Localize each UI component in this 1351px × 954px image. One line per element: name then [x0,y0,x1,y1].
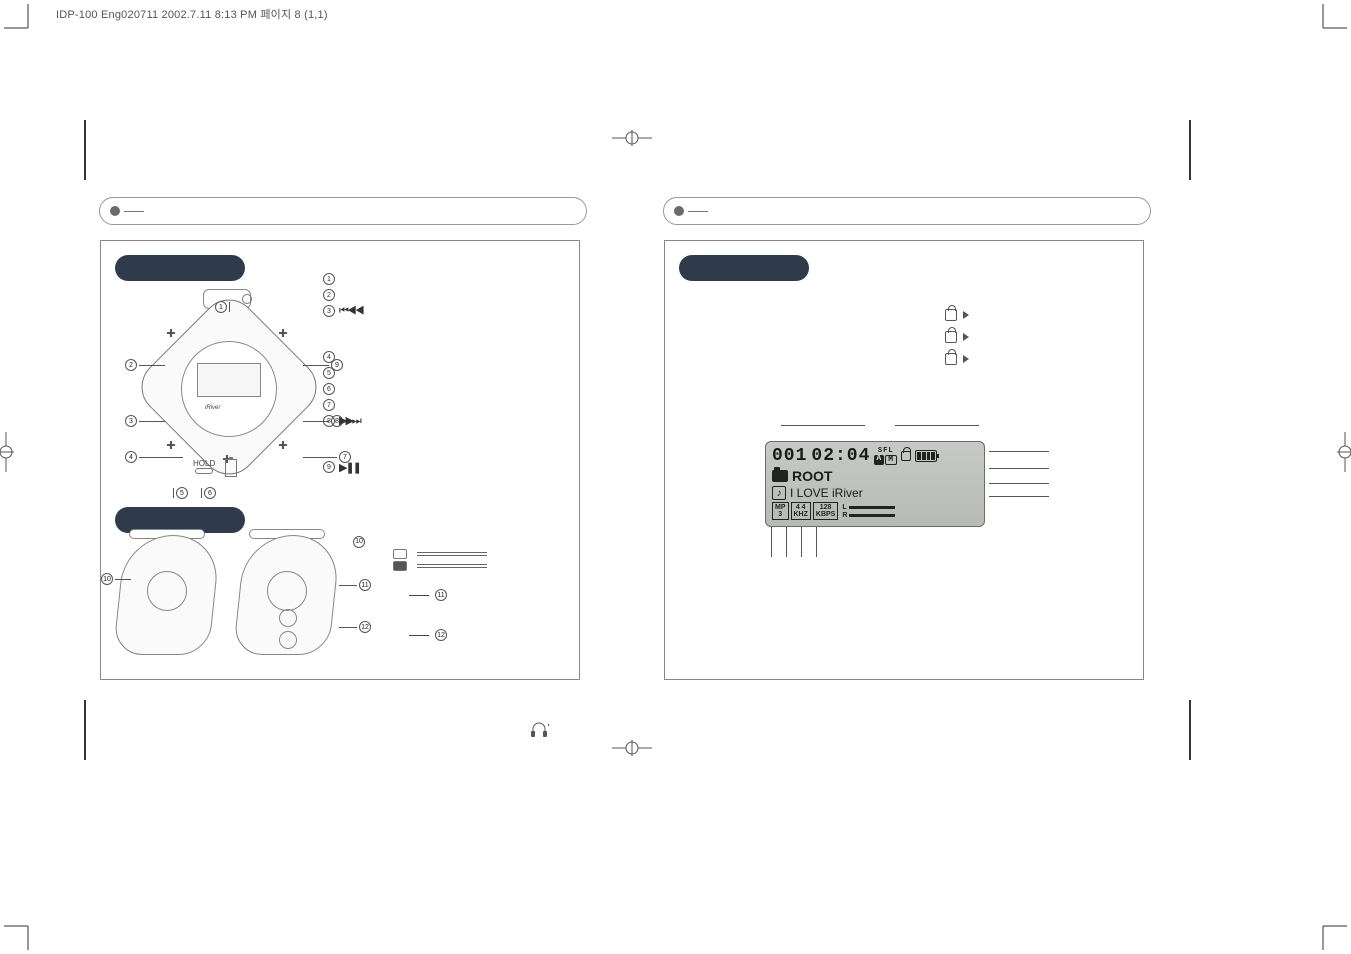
triangle-icon [963,333,969,341]
device-front-diagram: iRiver HOLD 1 2 3 4 5 6 7 8 9 [119,287,319,497]
track-title: I LOVE iRiver [790,486,863,500]
lead-lines [989,441,1049,497]
callout: 6 [201,487,216,499]
callout: 3 [125,415,165,427]
crop-mark [1317,920,1347,950]
track-number: 001 [772,446,807,466]
align-bar [84,700,86,760]
hold-label: HOLD [193,459,215,468]
registration-mark [612,128,652,153]
list-item [945,331,969,343]
callout: 4 [125,451,183,463]
lead-lines [771,527,817,557]
lock-icon [901,451,911,461]
sfl-badge: SFL AM [874,448,897,465]
lock-icon [945,353,957,365]
page-right: 001 02:04 SFL AM ROOT ♪ I LOVE iRiver MP… [664,240,1144,680]
prev-icon: ⏮◀◀ [339,305,363,318]
play-pause-icon: ▶❚❚ [339,461,360,474]
headphone-icon [529,719,549,742]
lower-legend: 10 11 12 [353,535,365,548]
device-brand: iRiver [205,405,220,411]
callout: 1 [215,301,230,313]
next-icon: ▶▶⏭ [339,414,360,428]
kbps-chip: 128KBPS [813,502,838,520]
align-bar [84,120,86,180]
folder-name: ROOT [792,468,832,484]
doc-header: IDP-100 Eng020711 2002.7.11 8:13 PM 페이지 … [56,6,328,22]
align-bar [1189,120,1191,180]
lcd-screen: 001 02:04 SFL AM ROOT ♪ I LOVE iRiver MP… [765,441,985,527]
registration-mark [612,738,652,763]
crop-mark [1317,4,1347,34]
page-left: iRiver HOLD 1 2 3 4 5 6 7 8 9 1 2 3 ⏮◀◀ … [100,240,580,680]
battery-icon [225,459,237,477]
callout: 5 [173,487,188,499]
lock-icon [945,331,957,343]
controls-legend: 1 2 3 ⏮◀◀ 4 5 6 7 8 ▶▶⏭ 9 ▶❚❚ [323,271,563,475]
triangle-icon [963,355,969,363]
music-note-icon: ♪ [772,486,786,500]
list-item [945,353,969,365]
battery-icon [915,450,937,462]
elapsed-time: 02:04 [811,446,870,466]
folder-icon [772,470,788,482]
callout: 11 [339,579,371,591]
folder-list [945,309,969,365]
level-bars: L R [842,504,895,519]
crop-mark [4,4,34,34]
triangle-icon [963,311,969,319]
callout: 12 [339,621,371,633]
callout: 10 [101,573,131,585]
registration-mark [1335,432,1351,477]
lcd-diagram: 001 02:04 SFL AM ROOT ♪ I LOVE iRiver MP… [765,441,985,527]
align-bar [1189,700,1191,760]
device-side-diagram: 10 11 12 [119,535,349,665]
khz-chip: 4 4KHZ [791,502,811,520]
list-item [945,309,969,321]
lock-icon [945,309,957,321]
registration-mark [0,432,16,477]
crop-mark [4,920,34,950]
callout: 2 [125,359,165,371]
section-tab [115,255,245,281]
page-header-pill [663,197,1151,225]
hold-switch-icon: HOLD [193,459,215,477]
codec-chip: MP3 [772,502,789,520]
page-header-pill [99,197,587,225]
section-tab [679,255,809,281]
